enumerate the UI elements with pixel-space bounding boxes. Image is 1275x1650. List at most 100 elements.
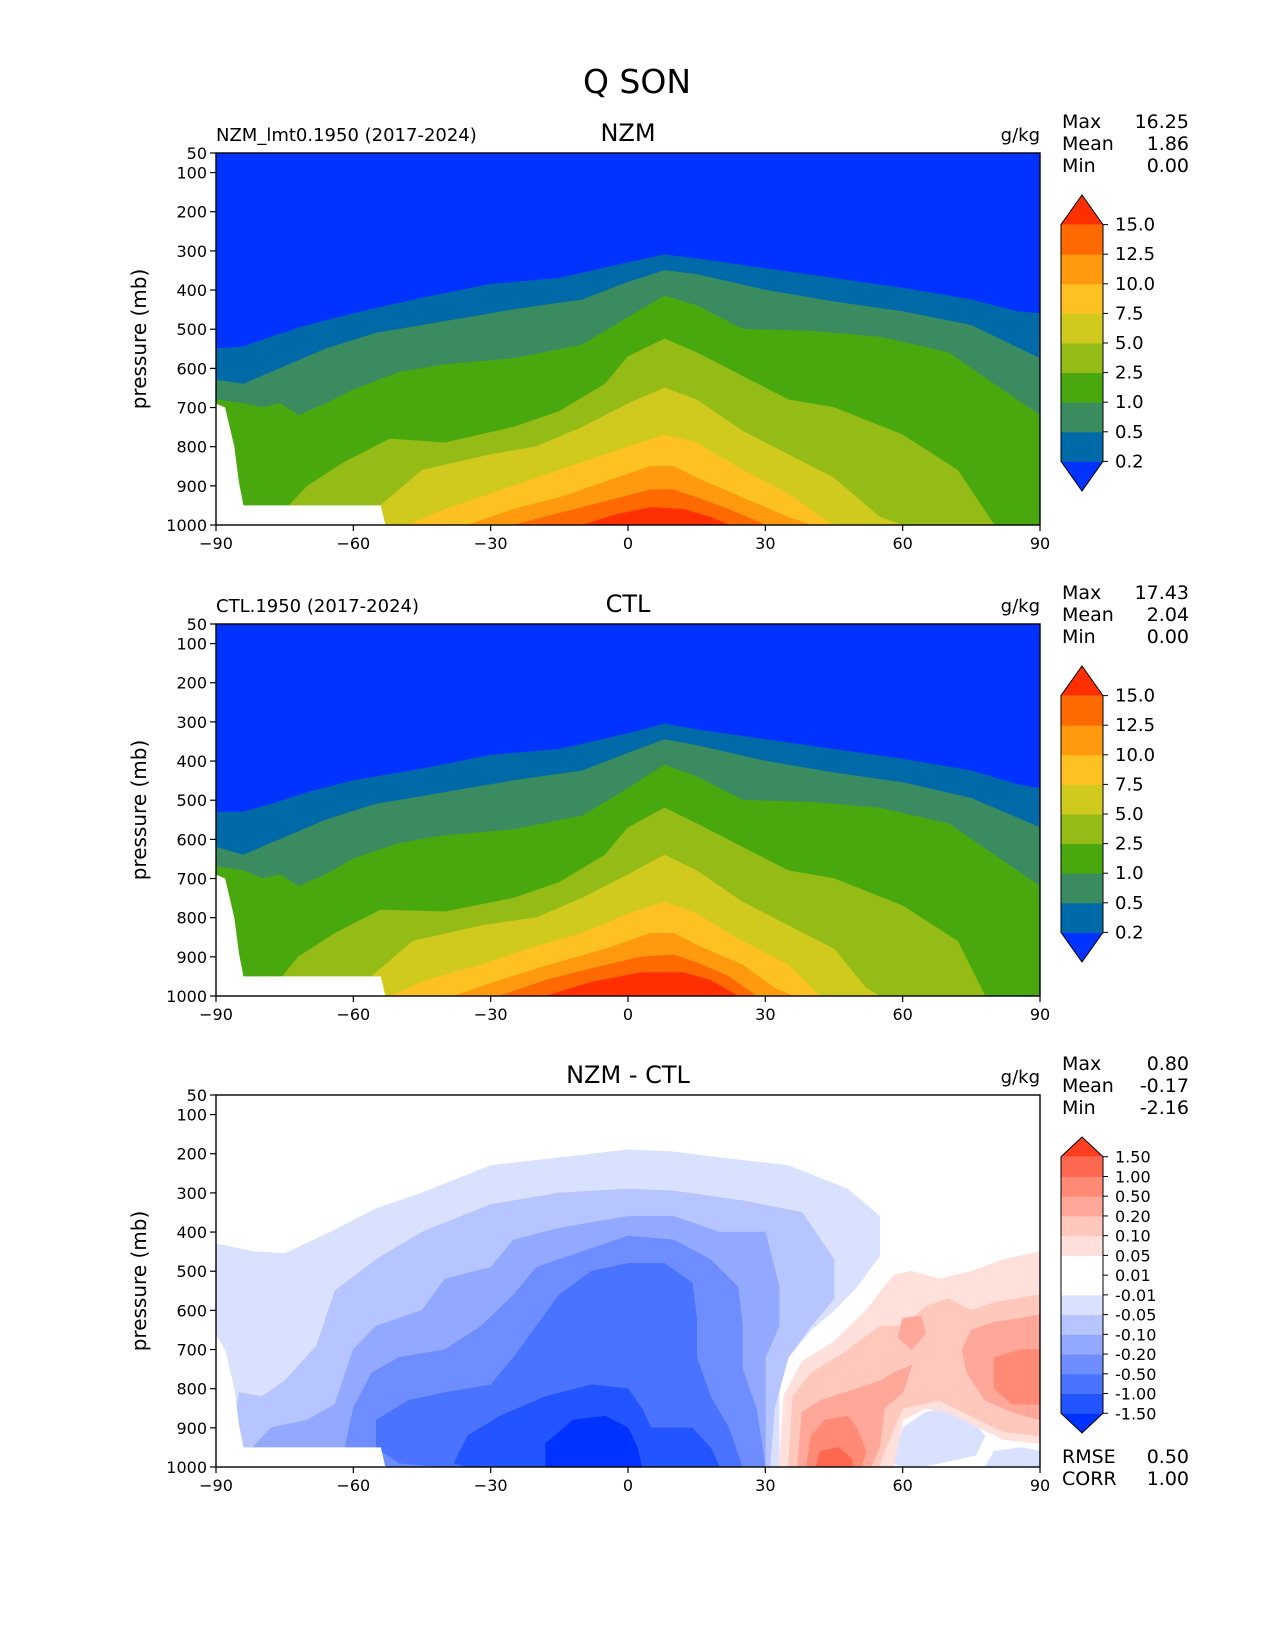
panel-units: g/kg	[1001, 596, 1040, 617]
x-tick-label: −30	[474, 534, 508, 553]
panel-run-label: CTL.1950 (2017-2024)	[216, 596, 419, 617]
x-tick-label: −60	[336, 1005, 370, 1024]
x-tick-label: 90	[1030, 1476, 1050, 1495]
colorbar-label: 7.5	[1115, 774, 1144, 795]
y-tick-label: 400	[176, 1223, 207, 1242]
stat-label-mean: Mean	[1062, 1075, 1114, 1097]
colorbar-segment	[1061, 1275, 1103, 1296]
contour-region--0.50	[632, 1286, 656, 1311]
x-tick-label: 0	[623, 1005, 633, 1024]
colorbar-label: 10.0	[1115, 274, 1155, 295]
colorbar-segment	[1061, 402, 1103, 433]
x-tick-label: 30	[755, 1476, 775, 1495]
stat-value-mean: 1.86	[1147, 133, 1189, 155]
x-tick-label: 30	[755, 1005, 775, 1024]
colorbar-label: -0.10	[1115, 1325, 1156, 1344]
panel-title: CTL	[606, 590, 651, 618]
colorbar-label: -0.20	[1115, 1345, 1156, 1364]
colorbar-label: 1.50	[1115, 1148, 1151, 1167]
y-tick-label: 1000	[166, 1458, 207, 1477]
y-tick-label: 800	[176, 1380, 207, 1399]
colorbar: 15.0 12.5 10.0 7.5 5.0 2.5 1.0 0.5 0.2	[1060, 194, 1155, 492]
colorbar-label: -1.00	[1115, 1385, 1156, 1404]
colorbar: 15.0 12.5 10.0 7.5 5.0 2.5 1.0 0.5 0.2	[1060, 665, 1155, 963]
colorbar-label: 12.5	[1115, 715, 1155, 736]
colorbar-segment	[1061, 372, 1103, 403]
contour-band-15.0	[216, 972, 1040, 996]
x-tick-label: −60	[336, 534, 370, 553]
stat-label-mean: Mean	[1062, 604, 1114, 626]
colorbar-label: 1.0	[1115, 863, 1144, 884]
missing-data-mask	[216, 1345, 386, 1467]
colorbar-label: 0.50	[1115, 1187, 1151, 1206]
colorbar-label: 2.5	[1115, 834, 1144, 855]
colorbar-label: 2.5	[1115, 363, 1144, 384]
colorbar-segment	[1061, 814, 1103, 845]
colorbar-extend-high	[1061, 666, 1103, 696]
colorbar-segment	[1061, 431, 1103, 462]
colorbar-label: 7.5	[1115, 303, 1144, 324]
y-tick-label: 600	[176, 1301, 207, 1320]
x-tick-label: 0	[623, 534, 633, 553]
y-tick-label: 800	[176, 438, 207, 457]
stat-label-max: Max	[1062, 582, 1101, 604]
y-tick-label: 500	[176, 791, 207, 810]
colorbar-extend-high	[1061, 1137, 1103, 1157]
colorbar-segment	[1061, 1235, 1103, 1256]
x-tick-label: 90	[1030, 1005, 1050, 1024]
stat-label-max: Max	[1062, 111, 1101, 133]
y-tick-label: 1000	[166, 987, 207, 1006]
y-tick-label: 50	[187, 615, 207, 634]
colorbar-segment	[1061, 1373, 1103, 1395]
contour-region-0.20	[993, 1349, 1040, 1405]
x-tick-label: −30	[474, 1005, 508, 1024]
colorbar-segment	[1061, 1393, 1103, 1414]
y-axis-label: pressure (mb)	[127, 1211, 151, 1352]
stat-value-mean: 2.04	[1147, 604, 1189, 626]
plot-area	[216, 1095, 1040, 1467]
colorbar-label: 5.0	[1115, 804, 1144, 825]
colorbar-extend-low	[1061, 932, 1103, 962]
x-tick-label: 60	[892, 534, 912, 553]
colorbar-segment	[1061, 1176, 1103, 1197]
colorbar-label: -0.05	[1115, 1306, 1156, 1325]
stat-label-max: Max	[1062, 1053, 1101, 1075]
colorbar-segment	[1061, 873, 1103, 904]
colorbar-segment	[1061, 254, 1103, 285]
y-tick-label: 500	[176, 1262, 207, 1281]
colorbar-segment	[1061, 695, 1103, 726]
contour-region--1.50	[545, 1415, 643, 1467]
y-tick-label: 400	[176, 281, 207, 300]
y-tick-label: 50	[187, 1086, 207, 1105]
colorbar-extend-low	[1061, 461, 1103, 491]
stat-label-corr: CORR	[1062, 1468, 1117, 1490]
colorbar-segment	[1061, 343, 1103, 374]
colorbar-label: 15.0	[1115, 686, 1155, 707]
stat-value-min: -2.16	[1140, 1097, 1189, 1119]
stat-value-max: 17.43	[1135, 582, 1189, 604]
colorbar-segment	[1061, 1196, 1103, 1217]
colorbar-segment	[1061, 1354, 1103, 1375]
y-tick-label: 500	[176, 320, 207, 339]
colorbar-label: 0.2	[1115, 922, 1144, 943]
figure-title: Q SON	[583, 62, 691, 101]
colorbar-label: -1.50	[1115, 1404, 1156, 1423]
stat-value-min: 0.00	[1147, 626, 1189, 648]
colorbar-label: 0.10	[1115, 1227, 1151, 1246]
stat-label-rmse: RMSE	[1062, 1446, 1116, 1468]
stat-value-rmse: 0.50	[1147, 1446, 1189, 1468]
colorbar-label: 15.0	[1115, 215, 1155, 236]
y-tick-label: 1000	[166, 516, 207, 535]
y-tick-label: 600	[176, 830, 207, 849]
y-tick-label: 600	[176, 359, 207, 378]
x-tick-label: 0	[623, 1476, 633, 1495]
colorbar-segment	[1061, 1156, 1103, 1177]
colorbar-label: 0.01	[1115, 1266, 1151, 1285]
y-tick-label: 300	[176, 713, 207, 732]
x-tick-label: 60	[892, 1476, 912, 1495]
colorbar-segment	[1061, 902, 1103, 933]
panel-units: g/kg	[1001, 125, 1040, 146]
